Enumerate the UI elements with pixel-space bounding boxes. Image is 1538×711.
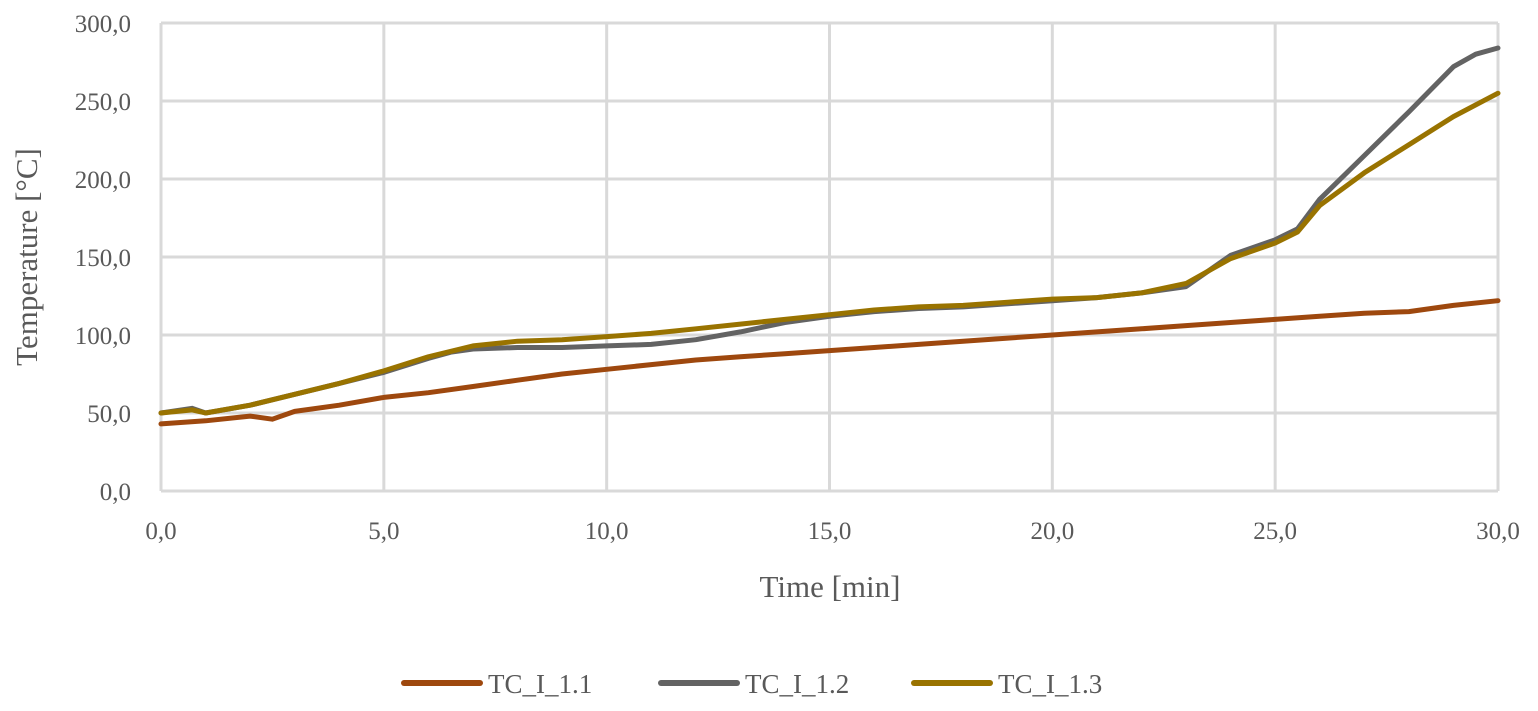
- legend-item: TC_I_1.1: [401, 669, 592, 699]
- x-tick-label: 20,0: [1030, 518, 1074, 545]
- y-axis-title: Temperature [°C]: [9, 148, 44, 366]
- y-tick-label: 0,0: [100, 479, 131, 506]
- x-tick-labels: 0,0 5,0 10,0 15,0 20,0 25,0 30,0: [145, 518, 1520, 545]
- y-tick-label: 50,0: [87, 401, 131, 428]
- series-line-3: [158, 90, 1501, 416]
- y-tick-label: 150,0: [75, 245, 131, 272]
- y-tick-label: 250,0: [75, 89, 131, 116]
- legend-item: TC_I_1.3: [911, 669, 1102, 699]
- y-tick-label: 200,0: [75, 167, 131, 194]
- gridlines: [161, 21, 1500, 491]
- y-tick-label: 300,0: [75, 11, 131, 38]
- x-tick-label: 5,0: [368, 518, 399, 545]
- x-axis-title: Time [min]: [760, 569, 901, 604]
- y-tick-label: 100,0: [75, 323, 131, 350]
- series-line-1: [158, 298, 1501, 427]
- x-tick-label: 25,0: [1253, 518, 1297, 545]
- x-tick-label: 15,0: [808, 518, 852, 545]
- legend: TC_I_1.1 TC_I_1.2 TC_I_1.3: [401, 669, 1102, 699]
- x-tick-label: 30,0: [1476, 518, 1520, 545]
- series-lines: [158, 45, 1501, 427]
- y-tick-labels: 0,0 50,0 100,0 150,0 200,0 250,0 300,0: [75, 11, 131, 506]
- legend-label: TC_I_1.3: [998, 669, 1102, 699]
- legend-label: TC_I_1.1: [488, 669, 592, 699]
- x-tick-label: 0,0: [145, 518, 176, 545]
- legend-label: TC_I_1.2: [745, 669, 849, 699]
- x-tick-label: 10,0: [585, 518, 629, 545]
- legend-item: TC_I_1.2: [658, 669, 849, 699]
